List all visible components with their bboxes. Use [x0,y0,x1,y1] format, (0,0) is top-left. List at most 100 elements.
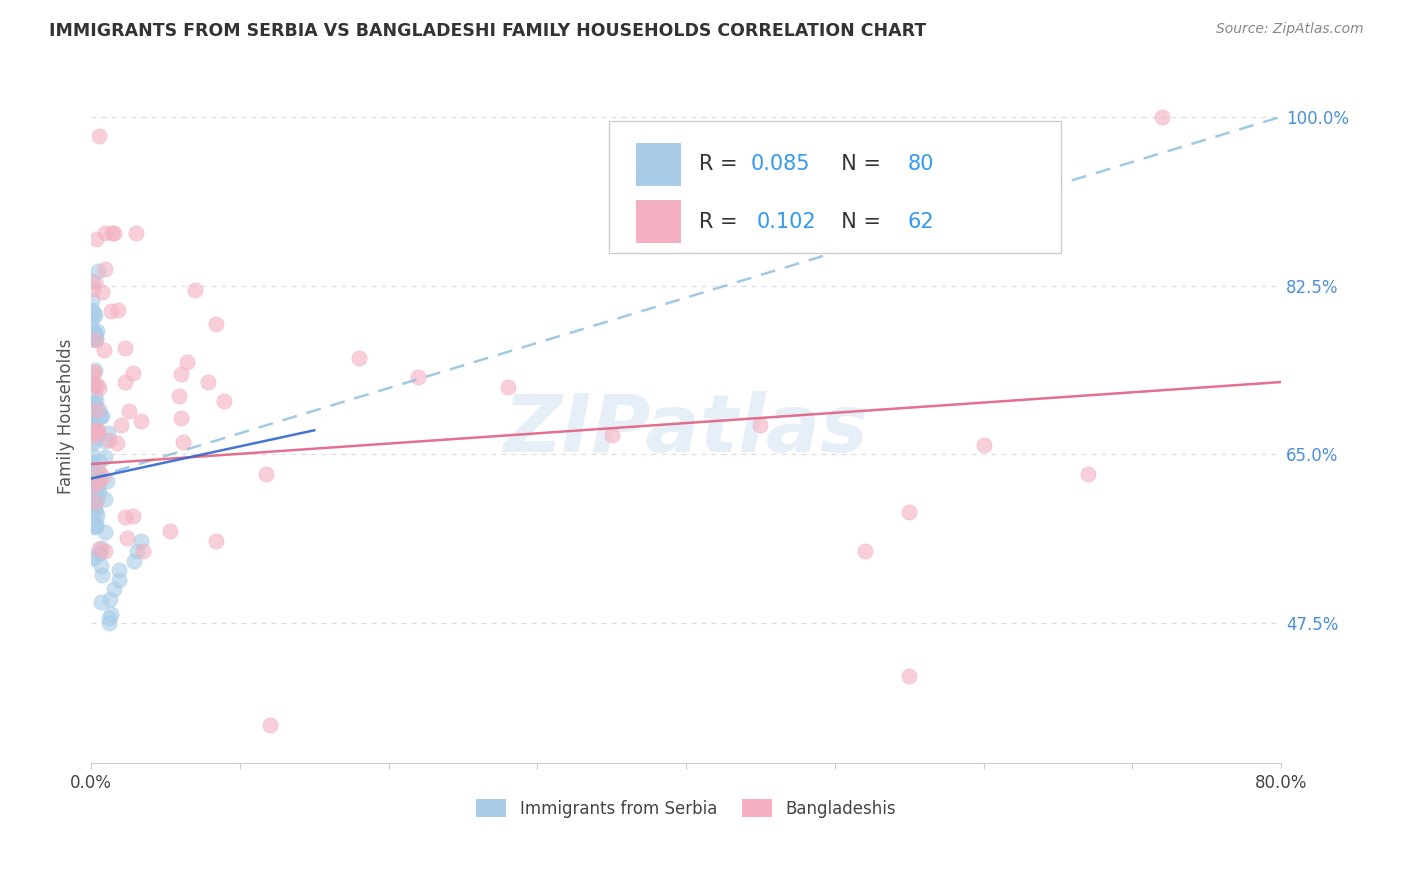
Point [82,448,104,462]
Point [83,502,105,516]
Point [97,434,120,448]
Point [83,417,105,432]
Bar [636,200,682,244]
Text: N =: N = [828,154,887,174]
Point [86,491,108,506]
Point [94,226,117,240]
Point [82,477,104,491]
Point [110,417,132,432]
Point [84,488,107,502]
Point [80,332,103,346]
Point [172,434,194,449]
Point [97,426,120,441]
Point [91,470,114,484]
Point [84,275,107,289]
Point [90,595,112,609]
Point [83,395,105,409]
Point [82,366,104,380]
Point [84,232,107,246]
Point [80,322,103,336]
Point [125,226,148,240]
Text: R =: R = [699,154,744,174]
Point [83,487,105,501]
Point [83,423,105,437]
Point [94,524,117,539]
Point [898,669,921,683]
Point [80,456,103,470]
Point [89,546,111,560]
Point [87,403,110,417]
Point [86,402,108,417]
Point [107,573,129,587]
Point [89,409,111,424]
Text: IMMIGRANTS FROM SERBIA VS BANGLADESHI FAMILY HOUSEHOLDS CORRELATION CHART: IMMIGRANTS FROM SERBIA VS BANGLADESHI FA… [49,22,927,40]
Point [89,484,111,499]
Point [89,381,111,395]
Point [100,303,122,318]
Point [86,472,108,486]
Point [114,509,136,524]
Point [87,264,110,278]
Point [84,331,107,345]
Point [86,481,108,495]
Text: ZIPatlas: ZIPatlas [503,391,869,468]
Point [82,377,104,392]
Point [82,436,104,450]
Point [83,425,105,439]
Point [91,567,114,582]
Text: Source: ZipAtlas.com: Source: ZipAtlas.com [1216,22,1364,37]
Point [82,282,104,296]
Point [84,389,107,403]
Point [93,262,115,277]
Point [1077,467,1099,481]
Point [83,495,105,509]
Point [80,293,103,307]
Point [973,438,995,452]
Point [129,414,152,428]
Point [214,393,236,408]
Point [90,558,112,573]
Point [124,553,146,567]
Point [101,226,124,240]
Point [205,534,228,549]
Point [83,326,105,341]
Point [86,479,108,493]
Point [83,378,105,392]
Point [408,370,430,384]
Point [96,474,118,488]
Point [600,428,623,442]
Point [115,531,138,545]
Text: 0.102: 0.102 [756,211,815,232]
Point [118,404,141,418]
Point [91,409,114,424]
Point [103,582,125,597]
Point [89,464,111,478]
Point [84,505,107,519]
Point [129,534,152,549]
Point [87,129,110,144]
Point [347,351,370,365]
Point [259,717,281,731]
Point [86,324,108,338]
Point [86,473,108,487]
Point [83,550,105,565]
Point [89,409,111,423]
Point [83,397,105,411]
Point [105,436,128,450]
Point [1150,110,1173,124]
Point [197,375,219,389]
Point [86,508,108,522]
Point [84,393,107,408]
Point [83,363,105,377]
Point [82,418,104,433]
Point [121,366,143,380]
Point [254,467,277,482]
Point [176,354,198,368]
Point [84,334,107,348]
Point [82,429,104,443]
Point [80,274,103,288]
Text: 0.085: 0.085 [751,154,810,174]
Point [83,498,105,512]
Point [93,343,115,357]
Legend: Immigrants from Serbia, Bangladeshis: Immigrants from Serbia, Bangladeshis [470,793,903,824]
